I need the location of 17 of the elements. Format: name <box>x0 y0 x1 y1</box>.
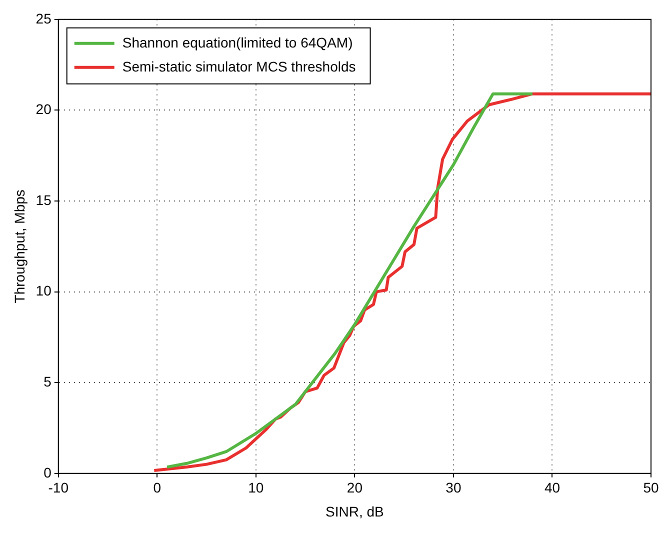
legend-label: Semi-static simulator MCS thresholds <box>122 58 356 74</box>
legend-label: Shannon equation(limited to 64QAM) <box>122 34 353 50</box>
y-axis-title: Throughput, Mbps <box>11 190 28 304</box>
y-tick-label: 10 <box>36 282 52 299</box>
y-tick-label: 0 <box>44 464 52 480</box>
y-tick-label: 20 <box>36 101 52 118</box>
x-tick-label: 50 <box>643 480 659 496</box>
y-tick-label: 5 <box>44 373 52 390</box>
x-tick-label: 30 <box>446 480 462 496</box>
x-tick-label: 10 <box>248 480 264 496</box>
y-tick-label: 15 <box>36 192 52 208</box>
x-tick-label: 40 <box>544 480 560 496</box>
x-tick-label: 0 <box>153 480 162 496</box>
x-tick-label: 20 <box>346 480 363 496</box>
x-axis-title: SINR, dB <box>326 503 384 520</box>
y-tick-label: 25 <box>36 10 52 26</box>
x-tick-label: -10 <box>48 480 69 496</box>
